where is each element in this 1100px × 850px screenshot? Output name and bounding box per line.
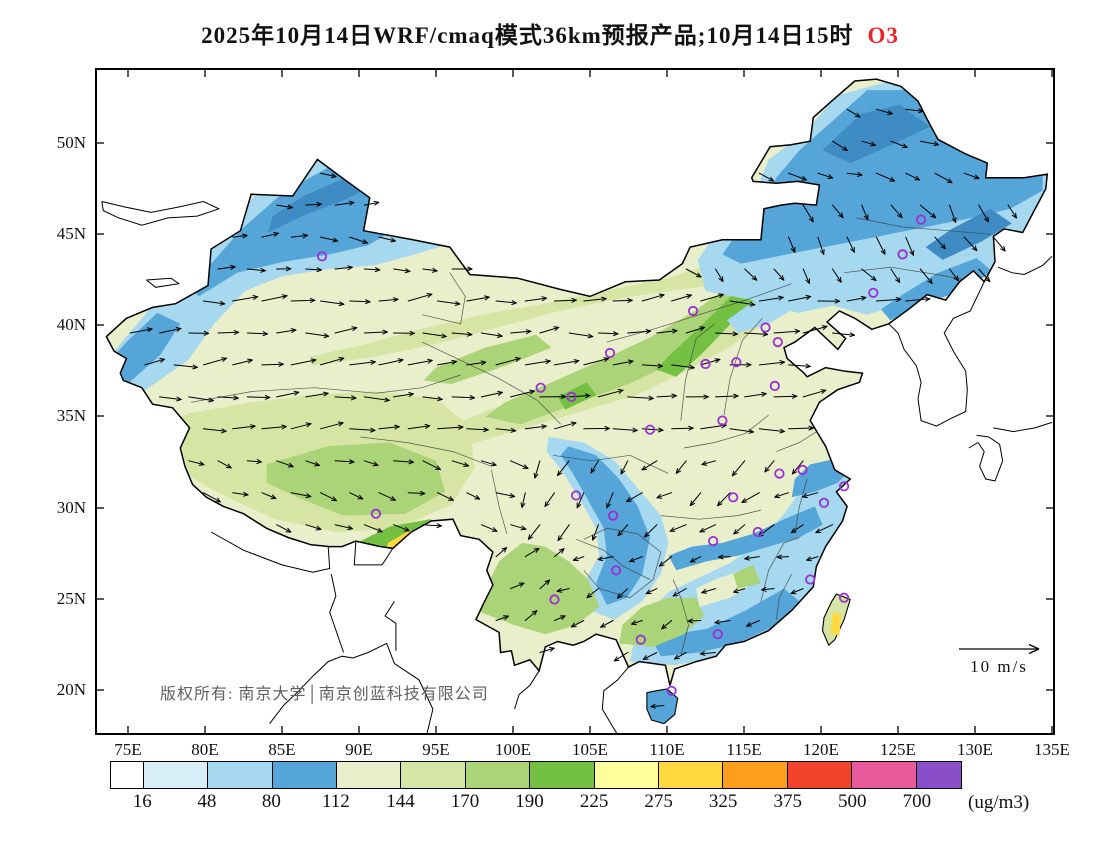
lat-label: 35N: [56, 406, 86, 425]
lon-label: 80E: [191, 740, 219, 759]
station-markers: [316, 214, 927, 696]
title-text: 2025年10月14日WRF/cmaq模式36km预报产品;10月14日15时: [201, 23, 854, 48]
lat-label: 40N: [56, 315, 86, 334]
hainan-island: [646, 688, 679, 725]
lon-label: 115E: [726, 740, 762, 759]
province-borders: [191, 217, 991, 657]
filled-contours: [106, 79, 1048, 686]
lon-label: 85E: [268, 740, 296, 759]
colorbar-cell: [208, 762, 273, 788]
colorbar-cell: [530, 762, 595, 788]
colorbar-tick-label: 225: [579, 791, 609, 812]
colorbar-tick-label: 48: [197, 791, 217, 812]
colorbar-tick-label: 325: [708, 791, 738, 812]
colorbar-cell: [658, 762, 724, 788]
colorbar-tick-label: 16: [132, 791, 152, 812]
lon-label: 120E: [803, 740, 839, 759]
colorbar-tick-label: 190: [515, 791, 544, 812]
map-frame-border: [95, 68, 1055, 735]
colorbar: 16 48 80 112 144 170 190 225 275 325 375 500 700 (ug…: [110, 761, 1095, 815]
wind-scale-arrow-icon: [959, 643, 1040, 655]
page-title: 2025年10月14日WRF/cmaq模式36km预报产品;10月14日15时 O…: [0, 16, 1100, 50]
colorbar-cell: [852, 762, 917, 788]
lat-label: 50N: [56, 133, 86, 152]
colorbar-tick-label: 500: [838, 791, 867, 812]
colorbar-cell: [336, 762, 402, 788]
colorbar-tick-label: 170: [450, 791, 480, 812]
lat-label: 45N: [56, 224, 86, 243]
species-label: O3: [867, 23, 899, 48]
lat-label: 30N: [56, 498, 86, 517]
lon-label: 125E: [880, 740, 916, 759]
lon-label: 130E: [957, 740, 993, 759]
colorbar-labels: 16 48 80 112 144 170 190 225 275 325 375 500 700: [110, 791, 970, 815]
colorbar-cell: [465, 762, 531, 788]
lon-label: 95E: [422, 740, 450, 759]
colorbar-tick-label: 144: [386, 791, 415, 812]
colorbar-cell: [916, 762, 961, 788]
wind-arrows: [129, 108, 1017, 709]
colorbar-tick-label: 80: [261, 791, 281, 812]
lon-label: 90E: [345, 740, 373, 759]
colorbar-cell: [401, 762, 466, 788]
forecast-map: [95, 68, 1055, 735]
colorbar-tick-label: 112: [322, 791, 350, 812]
colorbar-tick-label: 700: [902, 791, 932, 812]
copyright-text: 版权所有: 南京大学│南京创蓝科技有限公司: [160, 686, 489, 703]
wind-scale: 10 m/s: [947, 640, 1051, 677]
lat-label: 20N: [56, 680, 86, 699]
colorbar-cell: [594, 762, 659, 788]
colorbar-cell: [143, 762, 209, 788]
lon-label: 110E: [649, 740, 685, 759]
map-frame: 版权所有: 南京大学│南京创蓝科技有限公司 10 m/s: [95, 68, 1055, 735]
colorbar-cell: [111, 762, 144, 788]
wind-scale-label: 10 m/s: [970, 657, 1028, 676]
frame-ticks: [96, 69, 1054, 734]
colorbar-cell: [787, 762, 853, 788]
foreign-coastlines: [101, 200, 1053, 735]
lat-label: 25N: [56, 589, 86, 608]
colorbar-unit: (ug/m3): [968, 792, 1030, 813]
colorbar-tick-label: 375: [773, 791, 802, 812]
lon-label: 100E: [495, 740, 531, 759]
lon-label: 135E: [1034, 740, 1070, 759]
lon-label: 75E: [114, 740, 142, 759]
taiwan-o3-core: [830, 612, 841, 637]
colorbar-cell: [272, 762, 337, 788]
colorbar-cell: [723, 762, 788, 788]
colorbar-cells: [110, 761, 962, 789]
china-border: [105, 78, 1049, 686]
lon-label: 105E: [572, 740, 608, 759]
colorbar-tick-label: 275: [644, 791, 673, 812]
